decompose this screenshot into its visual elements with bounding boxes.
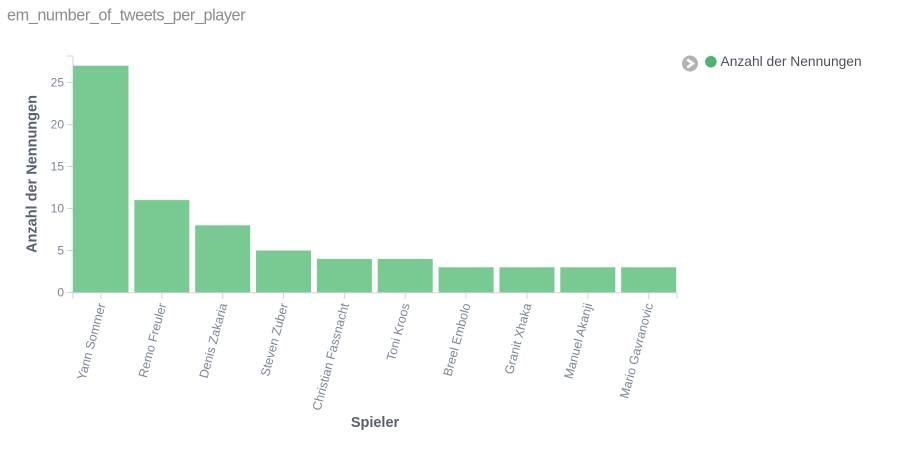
svg-text:10: 10 (51, 202, 65, 216)
svg-text:Remo Freuler: Remo Freuler (136, 302, 169, 379)
svg-text:Spieler: Spieler (351, 415, 400, 431)
svg-text:Manuel Akanji: Manuel Akanji (562, 302, 596, 381)
svg-text:Denis Zakaria: Denis Zakaria (197, 302, 230, 380)
svg-text:Steven Zuber: Steven Zuber (258, 302, 291, 378)
svg-text:em_number_of_tweets_per_player: em_number_of_tweets_per_player (7, 7, 246, 25)
svg-text:Yann Sommer: Yann Sommer (75, 302, 109, 382)
svg-text:15: 15 (51, 160, 65, 174)
svg-text:Granit Xhaka: Granit Xhaka (502, 302, 534, 376)
svg-text:20: 20 (51, 118, 65, 132)
svg-text:Breel Embolo: Breel Embolo (441, 302, 474, 378)
svg-text:25: 25 (51, 76, 65, 90)
svg-text:5: 5 (57, 244, 64, 258)
svg-text:Anzahl der Nennungen: Anzahl der Nennungen (721, 54, 862, 69)
svg-text:Mario Gavranovic: Mario Gavranovic (617, 302, 656, 400)
svg-text:0: 0 (57, 286, 64, 300)
svg-text:Anzahl der Nennungen: Anzahl der Nennungen (25, 95, 41, 253)
svg-text:Toni Kroos: Toni Kroos (384, 302, 413, 363)
svg-text:Christian Fassnacht: Christian Fassnacht (310, 301, 352, 412)
